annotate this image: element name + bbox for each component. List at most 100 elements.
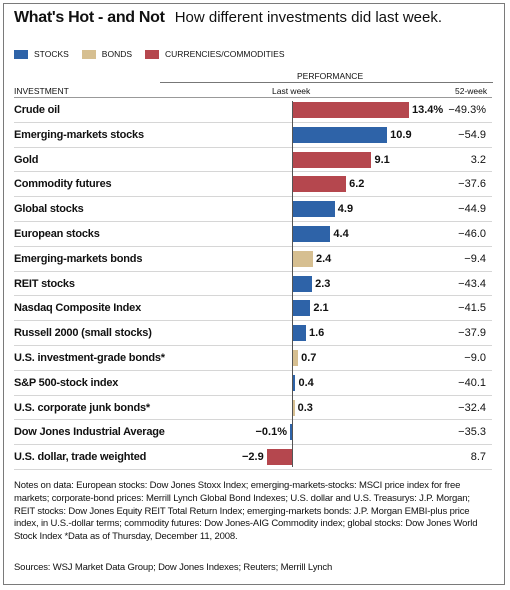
chart-frame	[3, 3, 505, 585]
bar	[290, 424, 292, 441]
table-row: Emerging-markets stocks 10.9 −54.9	[14, 123, 492, 148]
data-label: −0.1%	[255, 426, 288, 439]
table-row: Commodity futures 6.2 −37.6	[14, 172, 492, 198]
table-row: S&P 500-stock index 0.4 −40.1	[14, 371, 492, 396]
data-label: 2.3	[315, 277, 331, 290]
legend: STOCKS BONDS CURRENCIES/COMMODITIES	[14, 47, 298, 61]
title-row: What's Hot - and Not How different invest…	[14, 9, 494, 35]
legend-label-stocks: STOCKS	[34, 49, 69, 59]
row-divider	[14, 196, 492, 198]
data-label: 9.1	[374, 153, 390, 166]
row-label: S&P 500-stock index	[14, 376, 119, 389]
row-label: U.S. dollar, trade weighted	[14, 451, 147, 464]
row-label: European stocks	[14, 228, 100, 240]
week52-value: 8.7	[470, 451, 486, 464]
week52-value: −43.4	[458, 277, 486, 290]
week52-value: −41.5	[458, 302, 486, 315]
table-row: European stocks 4.4 −46.0	[14, 222, 492, 247]
data-label: 4.9	[337, 203, 354, 216]
bar	[292, 275, 313, 292]
notes-text: Notes on data: European stocks: Dow Jone…	[14, 480, 478, 543]
row-label: Russell 2000 (small stocks)	[14, 327, 152, 340]
bar	[292, 201, 335, 218]
row-label: Commodity futures	[14, 178, 112, 191]
row-divider	[14, 220, 492, 222]
bar	[292, 102, 409, 118]
week52-value: −40.1	[458, 376, 486, 389]
legend-swatch-stocks	[14, 49, 28, 59]
bar	[292, 300, 311, 317]
data-label: 1.6	[308, 327, 325, 340]
week52-value: −37.6	[458, 178, 486, 191]
row-divider	[14, 171, 492, 173]
data-label: 0.3	[297, 401, 313, 414]
bar	[292, 226, 331, 242]
bar	[292, 325, 306, 342]
row-label: Nasdaq Composite Index	[14, 302, 142, 315]
data-label: 6.2	[349, 178, 365, 191]
row-divider	[14, 394, 492, 396]
week52-value: −37.9	[458, 327, 486, 340]
week52-value: −46.0	[458, 228, 486, 240]
table-row: Global stocks 4.9 −44.9	[14, 197, 492, 222]
data-label: 13.4%	[412, 104, 444, 116]
legend-swatch-bonds	[81, 49, 96, 59]
bar	[292, 176, 347, 193]
row-divider	[14, 146, 492, 148]
row-divider	[14, 444, 492, 446]
row-label: Emerging-markets stocks	[14, 128, 144, 141]
row-divider	[14, 468, 492, 470]
legend-swatch-currencies	[145, 49, 160, 59]
row-label: Global stocks	[14, 203, 84, 216]
data-label: 2.4	[315, 252, 332, 265]
last-week-header: Last week	[272, 86, 311, 96]
table-row: U.S. corporate junk bonds* 0.3 −32.4	[14, 396, 492, 421]
legend-item-currencies: CURRENCIES/COMMODITIES	[145, 49, 285, 59]
row-label: U.S. investment-grade bonds*	[14, 352, 165, 364]
data-label: 4.4	[333, 228, 349, 240]
row-divider	[14, 245, 492, 247]
table-row: U.S. investment-grade bonds* 0.7 −9.0	[14, 346, 492, 371]
row-divider	[14, 344, 492, 346]
table-row: Gold 9.1 3.2	[14, 148, 492, 173]
bar	[266, 449, 292, 466]
legend-label-currencies: CURRENCIES/COMMODITIES	[165, 49, 285, 59]
week52-value: −32.4	[458, 401, 486, 414]
zero-axis	[292, 101, 293, 467]
chart-title: What's Hot - and Not	[14, 9, 165, 26]
row-divider	[14, 419, 492, 421]
row-label: Dow Jones Industrial Average	[14, 426, 165, 439]
row-label: Emerging-markets bonds	[14, 252, 143, 265]
row-label: U.S. corporate junk bonds*	[14, 401, 150, 414]
investment-header: INVESTMENT	[14, 86, 69, 96]
row-divider	[14, 270, 492, 272]
data-label: 0.4	[298, 376, 314, 389]
row-label: REIT stocks	[14, 277, 75, 290]
week52-value: −54.9	[458, 128, 486, 141]
table-row: Emerging-markets bonds 2.4 −9.4	[14, 247, 492, 272]
bar	[292, 350, 299, 366]
row-divider	[14, 369, 492, 371]
row-divider	[14, 295, 492, 297]
row-label: Crude oil	[14, 104, 60, 116]
bar	[292, 250, 313, 267]
table-row: Dow Jones Industrial Average −0.1% −35.3	[14, 420, 492, 446]
row-divider	[14, 320, 492, 322]
table-row: U.S. dollar, trade weighted −2.9 8.7	[14, 445, 492, 470]
data-label: 0.7	[301, 352, 317, 364]
header-rule	[14, 97, 492, 98]
chart-subtitle: How different investments did last week.	[174, 9, 443, 26]
sources-text: Sources: WSJ Market Data Group; Dow Jone…	[14, 562, 333, 573]
table-row: Nasdaq Composite Index 2.1 −41.5	[14, 296, 492, 322]
week52-value: −49.3%	[448, 104, 486, 116]
performance-rule	[160, 82, 493, 83]
table-row: Crude oil 13.4% −49.3%	[14, 98, 492, 123]
week52-value: 3.2	[470, 153, 486, 166]
data-label: 2.1	[313, 302, 329, 315]
week52-value: −9.4	[464, 252, 486, 265]
legend-item-stocks: STOCKS	[14, 49, 69, 59]
bar	[292, 151, 372, 168]
performance-header: PERFORMANCE	[297, 71, 364, 81]
legend-item-bonds: BONDS	[81, 49, 132, 59]
week52-header: 52-week	[455, 86, 488, 96]
